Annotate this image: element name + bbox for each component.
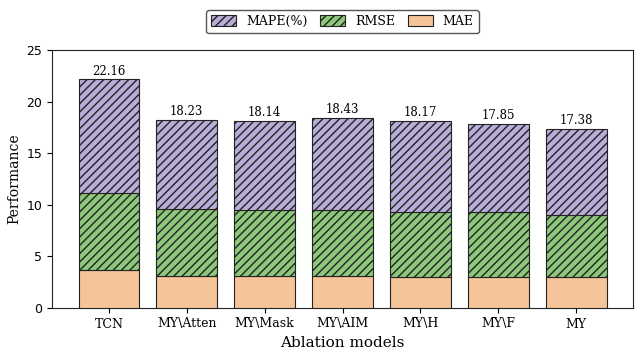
Text: 18.43: 18.43 [326, 103, 359, 116]
Bar [546, 215, 607, 277]
Bar [312, 210, 373, 276]
Bar [468, 124, 529, 212]
Bar [234, 210, 295, 276]
Bar [156, 120, 217, 209]
Bar [79, 270, 140, 308]
Bar [156, 276, 217, 308]
Bar [468, 212, 529, 277]
Legend: MAPE(%), RMSE, MAE: MAPE(%), RMSE, MAE [206, 10, 479, 33]
Text: 17.85: 17.85 [482, 109, 515, 122]
Text: 22.16: 22.16 [92, 65, 125, 78]
Bar [546, 129, 607, 215]
Text: 18.17: 18.17 [404, 106, 437, 119]
Bar [390, 212, 451, 277]
Bar [79, 193, 140, 270]
Text: 18.23: 18.23 [170, 105, 204, 119]
X-axis label: Ablation models: Ablation models [280, 336, 404, 350]
Bar [390, 277, 451, 308]
Bar [234, 121, 295, 210]
Text: 18.14: 18.14 [248, 106, 282, 119]
Bar [79, 80, 140, 193]
Bar [546, 277, 607, 308]
Bar [312, 118, 373, 210]
Text: 17.38: 17.38 [559, 114, 593, 127]
Bar [234, 276, 295, 308]
Bar [156, 209, 217, 276]
Bar [390, 121, 451, 212]
Bar [312, 276, 373, 308]
Bar [468, 277, 529, 308]
Y-axis label: Performance: Performance [7, 134, 21, 224]
